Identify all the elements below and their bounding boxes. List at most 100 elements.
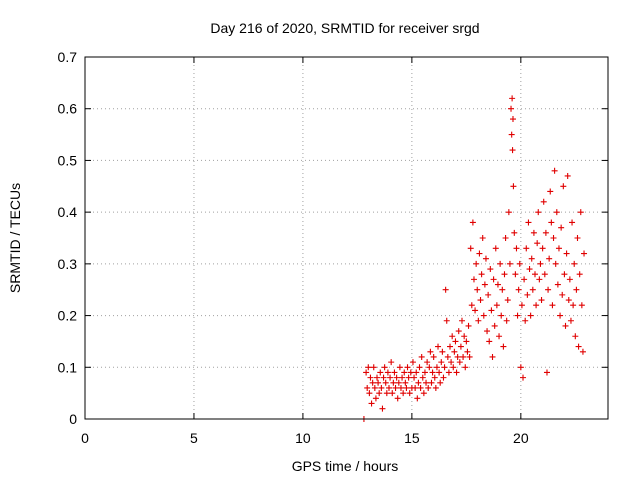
data-point [379, 405, 386, 412]
data-point [564, 172, 571, 179]
data-point [437, 379, 444, 386]
data-point [500, 343, 507, 350]
data-point [370, 364, 377, 371]
data-point [525, 219, 532, 226]
data-point [502, 235, 509, 241]
data-point [416, 364, 423, 371]
data-point [577, 209, 584, 216]
data-point [489, 353, 496, 360]
data-point [550, 235, 557, 241]
data-point [426, 364, 433, 371]
data-point [524, 291, 531, 298]
data-point [488, 307, 495, 314]
data-point [537, 260, 544, 267]
data-point [512, 271, 519, 278]
chart-title: Day 216 of 2020, SRMTID for receiver srg… [210, 20, 479, 36]
data-point [543, 369, 550, 376]
data-point [523, 245, 530, 252]
data-point [382, 379, 389, 386]
y-tick-label: 0.5 [58, 152, 78, 168]
data-point [511, 229, 518, 236]
data-point [447, 343, 454, 350]
data-point [425, 384, 432, 391]
x-tick-label: 5 [190, 430, 198, 446]
data-point [574, 235, 581, 241]
data-point [465, 322, 472, 329]
data-point [565, 297, 572, 304]
data-point [499, 286, 506, 293]
data-point [554, 281, 561, 288]
plot-frame [84, 56, 609, 420]
data-point [442, 286, 449, 293]
data-point [393, 374, 400, 381]
data-point [456, 359, 463, 366]
data-point [535, 209, 542, 216]
data-point [441, 364, 448, 371]
y-axis-label: SRMTID / TECUs [7, 183, 23, 293]
data-point [449, 333, 456, 340]
data-point [433, 364, 440, 371]
data-point [509, 116, 516, 123]
data-point [566, 276, 573, 283]
y-tick-label: 0.7 [58, 49, 78, 65]
data-point [402, 379, 409, 386]
data-point [528, 255, 535, 262]
data-point [518, 302, 525, 309]
data-point [445, 369, 452, 376]
data-point [438, 359, 445, 366]
data-point [466, 353, 473, 360]
data-point [469, 219, 476, 226]
data-point [419, 374, 426, 381]
data-point [460, 353, 467, 360]
data-point [413, 369, 420, 376]
data-point [458, 317, 465, 324]
data-point [552, 260, 559, 267]
data-point [475, 317, 482, 324]
data-point [508, 105, 515, 112]
data-point [388, 359, 395, 366]
data-point [387, 374, 394, 381]
data-point [369, 379, 376, 386]
data-point [397, 384, 404, 391]
data-point [378, 384, 385, 391]
data-point [563, 250, 570, 257]
data-point [453, 369, 460, 376]
data-point [395, 379, 402, 386]
data-point [473, 260, 480, 267]
data-point [486, 338, 493, 345]
data-point [421, 369, 428, 376]
data-point [380, 374, 387, 381]
data-point [412, 384, 419, 391]
data-point [494, 281, 501, 288]
data-point [506, 260, 513, 267]
data-point [561, 271, 568, 278]
data-point [405, 374, 412, 381]
data-point [576, 271, 583, 278]
data-point [407, 369, 414, 376]
data-point [497, 260, 504, 267]
data-point [521, 276, 528, 283]
data-point [409, 359, 416, 366]
x-tick-label: 20 [513, 430, 529, 446]
data-point [517, 364, 524, 371]
data-point [415, 379, 422, 386]
data-point [443, 317, 450, 324]
data-point [429, 369, 436, 376]
y-tick-label: 0.6 [58, 101, 78, 117]
data-point [581, 250, 588, 257]
data-point [457, 343, 464, 350]
data-point [391, 369, 398, 376]
data-point [516, 260, 523, 267]
data-point [448, 359, 455, 366]
axis-ticks: 0 0.1 0.2 0.3 0.4 0.5 0.6 0.7 0 5 10 15 20 [58, 49, 608, 446]
data-point [439, 348, 446, 355]
grid-layer [85, 57, 608, 419]
data-point [542, 229, 549, 236]
data-point [487, 266, 494, 273]
data-point [509, 95, 516, 102]
data-point [485, 291, 492, 298]
data-point [440, 374, 447, 381]
data-point [555, 245, 562, 252]
data-point [451, 348, 458, 355]
data-point [430, 353, 437, 360]
